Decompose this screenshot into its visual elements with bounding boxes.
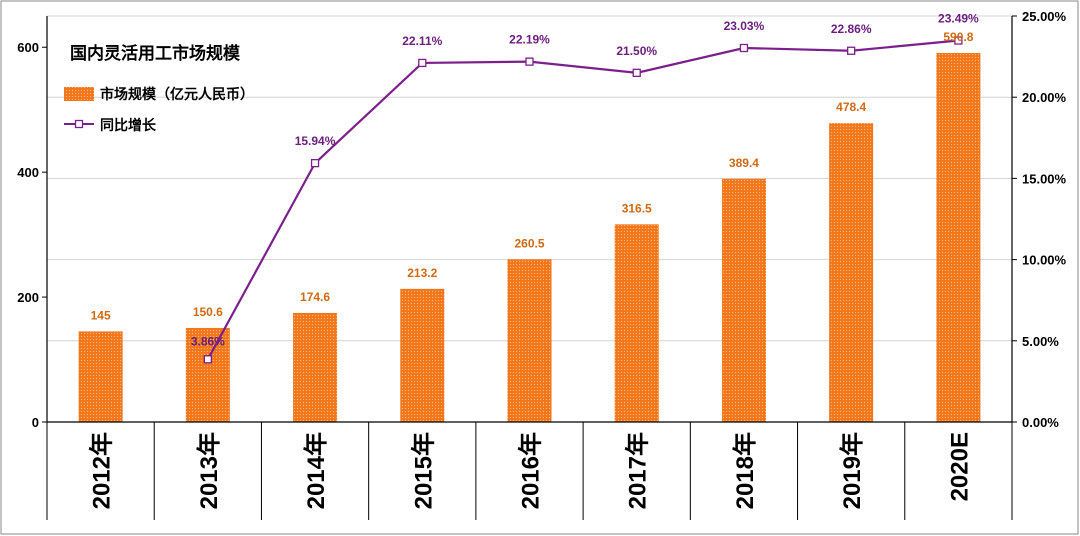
legend-line-label: 同比增长: [100, 117, 157, 134]
growth-line: [206, 39, 959, 360]
category-label: 2013年: [195, 432, 223, 509]
category-label: 2020E: [946, 432, 973, 501]
line-point: [847, 46, 856, 55]
bar: [293, 312, 338, 422]
line-point: [954, 36, 963, 45]
line-point: [739, 43, 749, 53]
chart-title: 国内灵活用工市场规模: [70, 43, 241, 64]
legend: 市场规模（亿元人民币） 同比增长: [64, 86, 254, 134]
line-point: [310, 158, 320, 168]
labels-layer: 0 200 400 600 0.00% 5.00% 10.00% 15.00% 20.00% 25…: [17, 9, 1066, 509]
line-point: [418, 58, 427, 68]
category-label: 2015年: [409, 432, 437, 509]
line-value-label: 15.94%: [295, 134, 336, 148]
y-left-tick-label: 200: [17, 290, 39, 305]
legend-bar-swatch: [64, 87, 94, 101]
bar: [78, 331, 123, 422]
bar-value-label: 145: [91, 308, 111, 322]
line-value-label: 23.49%: [938, 12, 979, 26]
line-point: [525, 57, 534, 66]
bars-layer: [78, 52, 981, 423]
line-layer: [203, 36, 963, 364]
bar: [614, 224, 659, 422]
bar-value-label: 316.5: [622, 201, 652, 215]
category-label: 2017年: [624, 432, 652, 509]
y-right-tick-label: 10.00%: [1022, 253, 1067, 268]
bar: [829, 123, 874, 423]
bar: [936, 52, 981, 422]
bar-value-label: 150.6: [193, 305, 223, 319]
y-right-tick-label: 0.00%: [1022, 415, 1059, 430]
line-value-label: 3.86%: [191, 334, 225, 348]
line-point: [203, 355, 212, 364]
bar-value-label: 260.5: [514, 236, 544, 250]
category-label: 2012年: [88, 432, 116, 509]
axes-layer: [42, 15, 1017, 520]
line-value-label: 21.50%: [616, 44, 657, 58]
category-label: 2014年: [302, 432, 330, 509]
category-label: 2016年: [517, 432, 545, 509]
line-value-label: 22.86%: [831, 22, 872, 36]
bar-value-label: 389.4: [729, 156, 759, 170]
line-point: [632, 68, 641, 77]
legend-bar-label: 市场规模（亿元人民币）: [100, 86, 254, 103]
category-label: 2018年: [731, 432, 759, 509]
bar-value-label: 590.8: [943, 30, 973, 44]
category-label: 2019年: [838, 432, 866, 509]
line-value-label: 22.11%: [402, 34, 442, 48]
line-value-label: 23.03%: [724, 19, 765, 33]
line-value-label: 22.19%: [509, 33, 550, 47]
bar-value-label: 213.2: [407, 266, 437, 280]
y-right-tick-label: 25.00%: [1022, 9, 1067, 24]
bar: [507, 259, 552, 422]
y-left-tick-label: 0: [32, 415, 39, 430]
bar: [721, 178, 766, 422]
y-left-tick-label: 400: [17, 165, 39, 180]
bar: [185, 327, 230, 422]
y-right-tick-label: 20.00%: [1022, 90, 1067, 105]
y-right-tick-label: 5.00%: [1022, 334, 1059, 349]
bar-value-label: 174.6: [300, 290, 330, 304]
bar: [400, 288, 445, 422]
legend-line-marker: [74, 119, 84, 129]
y-left-tick-label: 600: [17, 40, 39, 55]
bar-value-label: 478.4: [836, 100, 866, 114]
y-right-tick-label: 15.00%: [1022, 171, 1067, 186]
